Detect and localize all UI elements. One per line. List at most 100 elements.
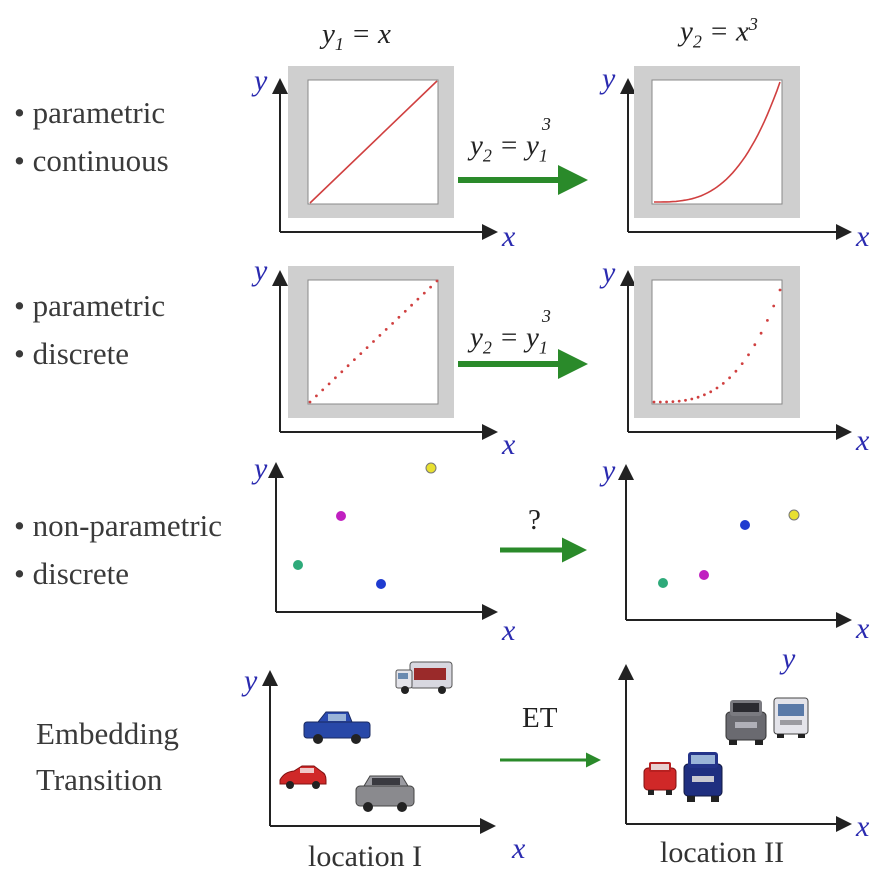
linear-sample-point	[353, 358, 356, 361]
truck-icon	[395, 661, 453, 694]
cubic-sample-point	[703, 393, 706, 397]
row2-left-plot	[272, 266, 498, 440]
linear-sample-point	[397, 315, 401, 319]
cubic-sample-point	[721, 382, 725, 385]
linear-sample-point	[365, 346, 369, 349]
linear-sample-point	[308, 400, 312, 404]
pickup-front-icon	[683, 752, 723, 802]
row3-bullet-1: • non-parametric	[14, 508, 222, 543]
row3-right-point-yellow	[788, 509, 800, 521]
row3-bullet-2: • discrete	[14, 556, 129, 591]
cubic-sample-point	[728, 376, 731, 380]
row4-right-y-label: y	[782, 642, 796, 675]
row3-right-y-label: y	[602, 454, 616, 487]
row4-title-line-2: Transition	[36, 762, 163, 797]
row1-transition-label: y2 = y13	[470, 114, 551, 166]
row2-left-y-label: y	[254, 254, 268, 287]
linear-sample-point	[340, 370, 344, 374]
linear-sample-point	[378, 334, 382, 337]
row4-title-line-1: Embedding	[36, 716, 179, 751]
cubic-sample-point	[709, 390, 713, 394]
row2-bullet-2: • discrete	[14, 336, 129, 371]
row1-bullet-2: • continuous	[14, 143, 169, 178]
linear-sample-point	[391, 322, 394, 325]
cubic-sample-point	[759, 331, 763, 335]
row3-left-point-magenta	[336, 511, 346, 521]
row2-left-x-label: x	[502, 428, 516, 461]
row2-left-dotted-line	[308, 279, 439, 404]
linear-sample-point	[410, 303, 413, 307]
linear-sample-point	[403, 309, 407, 313]
row3-left-point-yellow	[425, 462, 437, 474]
row4-left-x-label: x	[512, 832, 526, 865]
linear-sample-point	[422, 291, 426, 295]
row1-right-y-label: y	[602, 62, 616, 95]
left-column-formula: y1 = x	[322, 18, 391, 54]
row3-transition-label: ?	[528, 504, 541, 536]
row1-bullet-1: • parametric	[14, 95, 166, 130]
suv-front-icon	[725, 700, 767, 745]
row3-left-point-teal	[293, 560, 303, 570]
linear-sample-point	[321, 388, 325, 392]
car-icon	[279, 765, 327, 789]
row2-right-dotted-curve	[652, 288, 782, 404]
cubic-sample-point	[772, 304, 776, 308]
cubic-sample-point	[778, 288, 782, 292]
row2-right-plot	[620, 266, 852, 440]
row4-transition-label: ET	[522, 702, 558, 734]
row1-right-plot	[620, 66, 852, 240]
cubic-sample-point	[658, 400, 662, 404]
row3-right-point-teal	[658, 578, 668, 588]
cubic-sample-point	[671, 400, 675, 403]
row4-left-plot	[262, 661, 496, 834]
linear-sample-point	[315, 394, 318, 398]
row3-left-plot	[268, 462, 498, 620]
linear-sample-point	[416, 297, 420, 301]
row3-left-point-blue	[376, 579, 386, 589]
row2-transition-label: y2 = y13	[470, 306, 551, 358]
linear-sample-point	[334, 376, 337, 380]
row1-right-plot-area	[651, 79, 783, 205]
cubic-sample-point	[665, 400, 668, 404]
cubic-sample-point	[740, 362, 744, 365]
row1-right-curve	[654, 81, 781, 203]
row2-bullet-1: • parametric	[14, 288, 166, 323]
row3-right-plot	[618, 464, 852, 628]
row2-right-plot-area	[651, 279, 783, 405]
location-one-caption: location I	[308, 840, 423, 873]
pickup-icon	[303, 711, 371, 744]
row1-left-plot	[272, 66, 498, 240]
row1-right-x-label: x	[856, 220, 870, 253]
cubic-sample-point	[684, 398, 687, 402]
linear-sample-point	[346, 364, 350, 368]
row4-right-plot	[618, 664, 852, 832]
row2-right-y-label: y	[602, 256, 616, 289]
location-two-caption: location II	[660, 836, 785, 869]
linear-sample-point	[384, 328, 388, 331]
row4-left-y-label: y	[244, 664, 258, 697]
cubic-sample-point	[677, 399, 681, 403]
cubic-sample-point	[734, 369, 738, 373]
van-icon	[773, 697, 809, 738]
cubic-sample-point	[690, 397, 694, 401]
row1-left-y-label: y	[254, 64, 268, 97]
row3-right-point-blue	[740, 520, 750, 530]
suv-icon	[355, 775, 415, 812]
linear-sample-point	[327, 382, 331, 386]
row1-left-line	[309, 80, 438, 204]
row1-left-x-label: x	[502, 220, 516, 253]
linear-sample-point	[429, 285, 432, 289]
cubic-sample-point	[696, 395, 700, 399]
cubic-sample-point	[766, 319, 769, 322]
row4-right-x-label: x	[856, 810, 870, 843]
cubic-sample-point	[652, 400, 656, 404]
cubic-sample-point	[747, 353, 750, 357]
cubic-sample-point	[715, 386, 719, 390]
cubic-sample-point	[753, 343, 757, 347]
linear-sample-point	[435, 279, 439, 283]
row2-right-x-label: x	[856, 424, 870, 457]
linear-sample-point	[359, 352, 363, 355]
row3-right-point-magenta	[699, 570, 709, 580]
row3-left-y-label: y	[254, 452, 268, 485]
